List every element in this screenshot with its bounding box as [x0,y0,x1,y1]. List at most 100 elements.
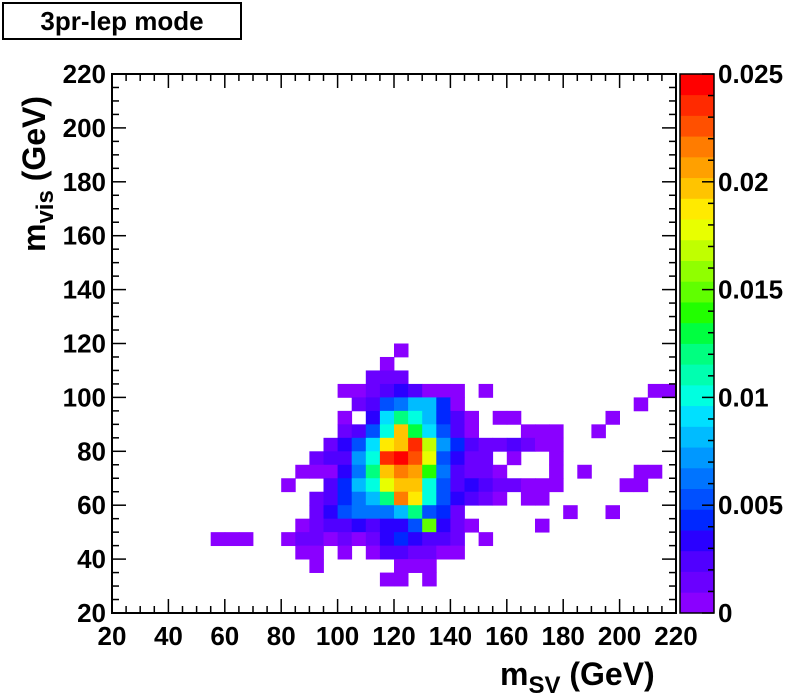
heatmap-bin [647,383,663,398]
colorbar-segment [680,384,714,407]
colorbar-segment [680,530,714,552]
heatmap-bin [408,532,423,547]
colorbar: 0 0.005 0.01 0.015 0.02 0.025 [679,59,783,628]
heatmap-bin [605,410,620,425]
heatmap-bin [408,397,423,412]
heatmap-bin [365,410,381,425]
heatmap-bin [436,424,451,439]
colorbar-segment [680,198,714,220]
heatmap-bin [464,424,479,439]
heatmap-bin [422,464,437,479]
heatmap-bin [436,410,451,425]
heatmap-bin [535,437,550,452]
heatmap-bin [436,478,451,493]
heatmap-bin [422,505,437,520]
heatmap-bin [478,478,494,493]
heatmap-bin [394,518,409,533]
x-tick-label: 100 [316,621,359,651]
heatmap-bin [351,397,367,412]
colorbar-segment [680,509,714,531]
heatmap-bin [295,532,310,547]
heatmap-bin [436,505,451,520]
heatmap-bin [365,464,381,479]
heatmap-bin [478,491,494,506]
heatmap-bin [450,424,465,439]
heatmap-bin [422,518,437,533]
heatmap-bin [365,505,381,520]
heatmap-bin [394,491,409,506]
heatmap-bin [337,410,353,425]
heatmap-bin [351,383,367,398]
heatmap-bin [365,370,381,385]
x-axis-label-sub: SV [528,672,560,694]
heatmap-bin [379,464,395,479]
heatmap-bin [351,505,367,520]
heatmap-bin [535,478,550,493]
heatmap-bin [394,410,409,425]
heatmap-bin [577,464,592,479]
heatmap-bin [337,491,353,506]
heatmap-bin [647,464,663,479]
heatmap-bin [379,437,395,452]
heatmap-bin [337,451,353,466]
colorbar-segment [680,343,714,365]
y-tick-label: 160 [63,221,106,251]
heatmap-bin [365,397,381,412]
x-tick-label: 120 [372,621,415,651]
heatmap-bin [323,491,338,506]
heatmap-bin [351,532,367,547]
heatmap-bin [520,491,536,506]
heatmap-bin [295,464,310,479]
heatmap-bin [450,464,465,479]
colorbar-segment [680,426,714,448]
heatmap-bin [478,532,494,547]
heatmap-bin [408,505,423,520]
heatmap-bin [535,491,550,506]
heatmap-bin [464,437,479,452]
heatmap-bin [450,451,465,466]
heatmap-bin [464,464,479,479]
colorbar-segment [680,177,714,199]
heatmap-bin [365,424,381,439]
colorbar-segment [680,281,714,303]
heatmap-bin [408,437,423,452]
heatmap-bin [394,572,409,587]
heatmap-bin [351,464,367,479]
x-tick-label: 60 [210,621,239,651]
x-tick-label: 180 [542,621,585,651]
x-tick-label: 200 [598,621,641,651]
heatmap-bin [337,532,353,547]
heatmap-bin [478,437,494,452]
heatmap-bin [309,518,324,533]
heatmap-bin [394,505,409,520]
heatmap-bin [351,451,367,466]
colorbar-segment [680,156,714,179]
heatmap-bin [450,383,465,398]
heatmap-bin [492,478,508,493]
heatmap-bin [450,397,465,412]
heatmap-bin [379,370,395,385]
heatmap-bin [436,451,451,466]
heatmap-bin [464,451,479,466]
heatmap-bin [408,451,423,466]
y-axis-label-unit: (GeV) [16,96,52,190]
colorbar-tick-label: 0.025 [718,59,783,89]
heatmap-bin [379,545,395,560]
colorbar-segment [680,550,714,572]
colorbar-segment [680,405,714,427]
heatmap-bin [436,397,451,412]
colorbar-segment [680,488,714,510]
y-tick-label: 60 [77,490,106,520]
heatmap-bin [281,532,296,547]
heatmap-bin [549,464,564,479]
heatmap-bin [309,451,324,466]
y-tick-label: 140 [63,275,106,305]
heatmap-bin [408,464,423,479]
heatmap-bin [464,478,479,493]
heatmap-bin [464,518,479,533]
colorbar-segment [680,239,714,261]
y-tick-label: 120 [63,329,106,359]
heatmap-bin [323,518,338,533]
heatmap-bin [464,491,479,506]
